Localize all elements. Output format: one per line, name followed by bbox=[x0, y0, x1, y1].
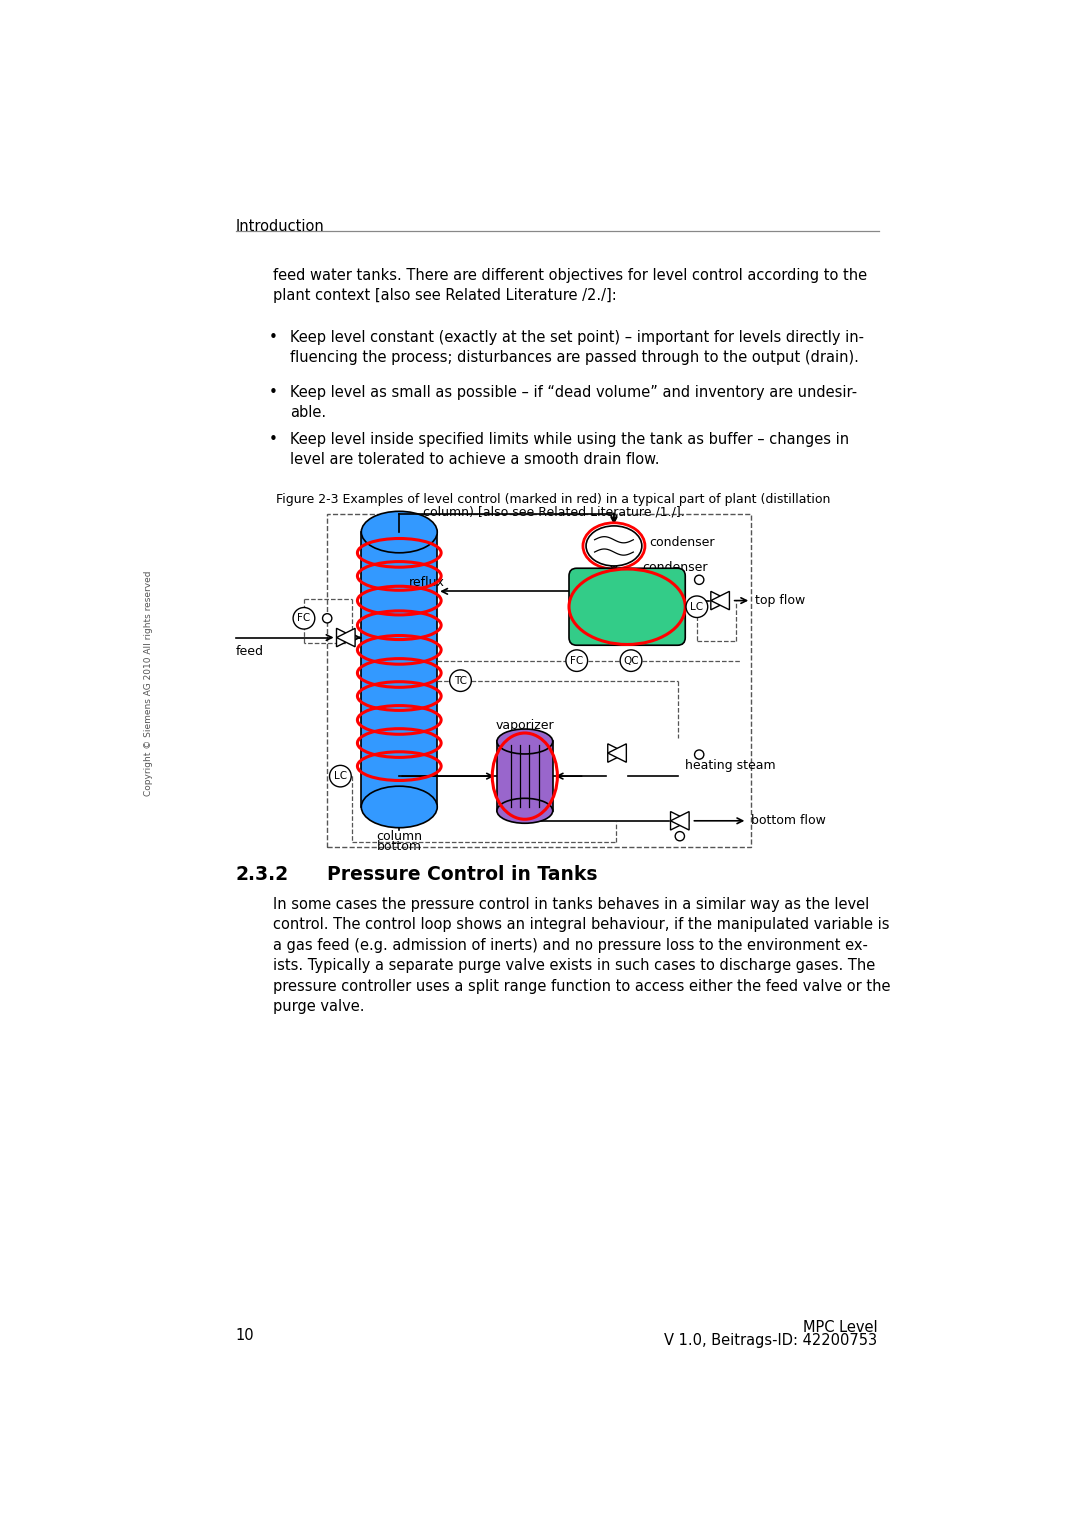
Text: column) [also see Related Literature /1./].: column) [also see Related Literature /1.… bbox=[422, 505, 685, 518]
Text: •: • bbox=[268, 385, 278, 400]
Polygon shape bbox=[337, 628, 355, 647]
Text: column: column bbox=[376, 831, 422, 843]
Circle shape bbox=[620, 651, 642, 672]
Text: Pressure Control in Tanks: Pressure Control in Tanks bbox=[327, 864, 597, 884]
Circle shape bbox=[566, 651, 588, 672]
Text: QC: QC bbox=[623, 655, 638, 666]
Text: LC: LC bbox=[690, 602, 703, 612]
Text: LC: LC bbox=[334, 771, 347, 782]
Circle shape bbox=[675, 832, 685, 841]
Text: feed water tanks. There are different objectives for level control according to : feed water tanks. There are different ob… bbox=[273, 267, 867, 304]
Text: •: • bbox=[268, 330, 278, 345]
Text: Figure 2-3 Examples of level control (marked in red) in a typical part of plant : Figure 2-3 Examples of level control (ma… bbox=[276, 493, 831, 505]
Text: •: • bbox=[268, 432, 278, 447]
Text: Keep level as small as possible – if “dead volume” and inventory are undesir-
ab: Keep level as small as possible – if “de… bbox=[291, 385, 858, 420]
Text: TC: TC bbox=[454, 675, 467, 686]
FancyBboxPatch shape bbox=[569, 568, 685, 646]
Text: tank: tank bbox=[643, 574, 671, 586]
Text: top flow: top flow bbox=[755, 594, 806, 608]
Polygon shape bbox=[608, 744, 626, 762]
Text: vaporizer: vaporizer bbox=[496, 719, 554, 733]
Polygon shape bbox=[608, 744, 626, 762]
Text: reflux: reflux bbox=[409, 576, 445, 589]
Text: bottom flow: bottom flow bbox=[751, 814, 826, 828]
Text: 10: 10 bbox=[235, 1328, 255, 1344]
Polygon shape bbox=[711, 591, 729, 609]
Ellipse shape bbox=[497, 728, 553, 754]
Text: feed: feed bbox=[235, 646, 264, 658]
Text: 2.3.2: 2.3.2 bbox=[235, 864, 288, 884]
Bar bbox=[362, 531, 437, 806]
Text: Copyright © Siemens AG 2010 All rights reserved: Copyright © Siemens AG 2010 All rights r… bbox=[145, 571, 153, 797]
Ellipse shape bbox=[497, 799, 553, 823]
Text: V 1.0, Beitrags-ID: 42200753: V 1.0, Beitrags-ID: 42200753 bbox=[664, 1333, 877, 1348]
Polygon shape bbox=[337, 628, 355, 647]
Text: condenser: condenser bbox=[643, 562, 708, 574]
Text: FC: FC bbox=[297, 614, 311, 623]
Circle shape bbox=[449, 670, 471, 692]
Circle shape bbox=[293, 608, 314, 629]
Circle shape bbox=[323, 614, 332, 623]
Bar bbox=[327, 515, 751, 847]
Text: bottom: bottom bbox=[377, 840, 422, 854]
Circle shape bbox=[694, 576, 704, 585]
Text: Keep level inside specified limits while using the tank as buffer – changes in
l: Keep level inside specified limits while… bbox=[291, 432, 849, 467]
Circle shape bbox=[686, 596, 707, 617]
Polygon shape bbox=[671, 811, 689, 831]
Ellipse shape bbox=[362, 512, 437, 553]
Circle shape bbox=[329, 765, 351, 786]
Circle shape bbox=[694, 750, 704, 759]
Text: Keep level constant (exactly at the set point) – important for levels directly i: Keep level constant (exactly at the set … bbox=[291, 330, 864, 365]
Ellipse shape bbox=[586, 525, 642, 567]
Text: MPC Level: MPC Level bbox=[802, 1319, 877, 1335]
Text: In some cases the pressure control in tanks behaves in a similar way as the leve: In some cases the pressure control in ta… bbox=[273, 896, 890, 1014]
Polygon shape bbox=[711, 591, 729, 609]
Bar bbox=[497, 742, 553, 811]
Text: Introduction: Introduction bbox=[235, 218, 324, 234]
Ellipse shape bbox=[362, 786, 437, 828]
Polygon shape bbox=[671, 811, 689, 831]
Text: heating steam: heating steam bbox=[685, 759, 775, 773]
Text: FC: FC bbox=[570, 655, 583, 666]
Text: condenser: condenser bbox=[649, 536, 715, 550]
